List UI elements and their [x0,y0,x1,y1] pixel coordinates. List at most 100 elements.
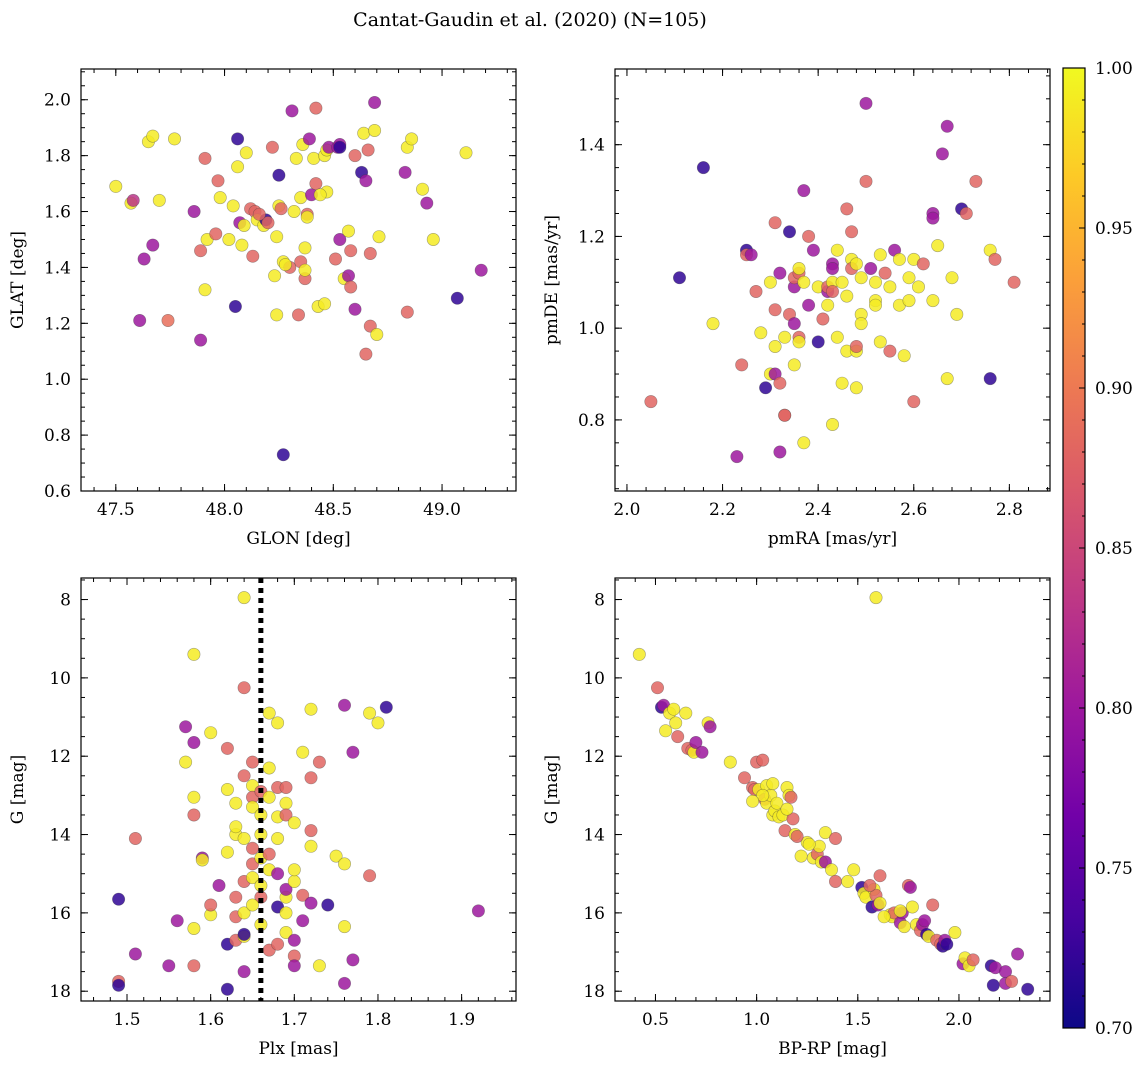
data-point [109,179,123,193]
data-point [773,445,787,459]
data-point [318,297,332,311]
data-point [873,248,887,262]
data-point [298,241,312,255]
data-point [179,720,193,734]
data-point [878,266,892,280]
data-point [835,275,849,289]
x-tick-label: 1.5 [844,1010,871,1030]
data-point [868,275,882,289]
data-point [337,698,351,712]
panel-plx-g: 1.5 1.6 1.7 1.8 1.9 8 10 12 14 16 18 Plx [mas] G [ma… [8,577,517,1059]
data-point [816,312,830,326]
data-point [794,849,808,863]
data-point [128,947,142,961]
data-point [845,225,859,239]
data-point [279,796,293,810]
data-point [296,888,310,902]
data-point [279,808,293,822]
y-tick-label: 12 [49,747,71,767]
colorbar-gradient [1063,68,1085,1028]
data-point [274,202,288,216]
y-tick-label: 0.8 [578,411,605,431]
data-point [398,165,412,179]
figure-title: Cantat-Gaudin et al. (2020) (N=105) [353,9,707,31]
data-point [983,372,997,386]
data-point [304,896,318,910]
data-point [868,298,882,312]
colorbar-tick-label: 0.95 [1095,219,1133,239]
data-point [873,896,887,910]
panel-glon-glat: 47.5 48.0 48.5 49.0 0.6 0.8 1.0 1.2 1.4 1.6 1.8 2.0… [8,68,517,549]
data-point [204,726,218,740]
data-point [797,275,811,289]
data-point [229,890,243,904]
y-tick-label: 1.2 [578,227,605,247]
data-point [859,96,873,110]
data-point [146,129,160,143]
data-point [786,812,800,826]
data-point [187,808,201,822]
data-point [659,724,673,738]
data-point [307,151,321,165]
scatter-points [644,96,1021,464]
data-point [187,790,201,804]
data-point [213,191,227,205]
data-point [1005,974,1019,988]
data-point [359,347,373,361]
data-point [471,904,485,918]
panel-cmd: 0.5 1.0 1.5 2.0 8 10 12 14 16 18 BP-RP [mag] G [mag… [542,577,1051,1059]
data-point [907,395,921,409]
data-point [950,307,964,321]
data-point [400,305,414,319]
data-point [187,205,201,219]
scatter-points [632,591,1035,996]
data-point [287,205,301,219]
data-point [112,892,126,906]
data-point [787,317,801,331]
plot-frame [80,577,517,1002]
data-point [911,280,925,294]
data-point [270,308,284,322]
y-axis-label: G [mag] [542,755,562,824]
data-point [986,978,1000,992]
data-point [344,244,358,258]
data-point [237,681,251,695]
data-point [226,199,240,213]
data-point [672,271,686,285]
x-tick-label: 2.0 [613,500,640,520]
data-point [137,252,151,266]
data-point [237,906,251,920]
data-point [756,788,770,802]
data-point [344,280,358,294]
data-point [239,146,253,160]
data-point [272,168,286,182]
data-point [778,330,792,344]
data-point [220,982,234,996]
y-tick-label: 2.0 [44,91,71,111]
data-point [828,831,842,845]
data-point [778,408,792,422]
data-point [357,126,371,140]
data-point [902,271,916,285]
data-point [756,753,770,767]
data-point [321,898,335,912]
data-point [959,207,973,221]
data-point [869,591,883,605]
y-tick-label: 0.6 [44,482,71,502]
data-point [802,298,816,312]
data-point [271,831,285,845]
data-point [279,906,293,920]
data-point [420,196,434,210]
data-point [246,249,260,263]
data-point [773,266,787,280]
colorbar-tick-label: 0.90 [1095,379,1133,399]
colorbar-tick-label: 0.85 [1095,539,1133,559]
data-point [346,745,360,759]
data-point [737,771,751,785]
data-point [237,769,251,783]
data-point [825,417,839,431]
data-point [830,330,844,344]
x-tick-label: 47.5 [97,500,135,520]
y-tick-label: 12 [583,747,605,767]
